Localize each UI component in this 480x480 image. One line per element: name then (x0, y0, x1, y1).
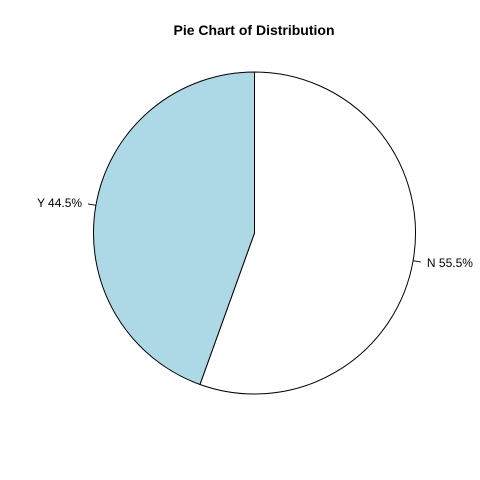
pie-slice-n (199, 71, 416, 395)
pie-labels: N 55.5% Y 44.5% (37, 196, 473, 270)
chart-title: Pie Chart of Distribution (174, 22, 335, 38)
slice-label-y: Y 44.5% (37, 196, 82, 210)
pie-slice-y (93, 71, 255, 386)
slice-label-n: N 55.5% (427, 256, 473, 270)
pie-slices (93, 71, 416, 395)
leader-line-n (413, 260, 422, 263)
leader-line-y (87, 203, 96, 206)
